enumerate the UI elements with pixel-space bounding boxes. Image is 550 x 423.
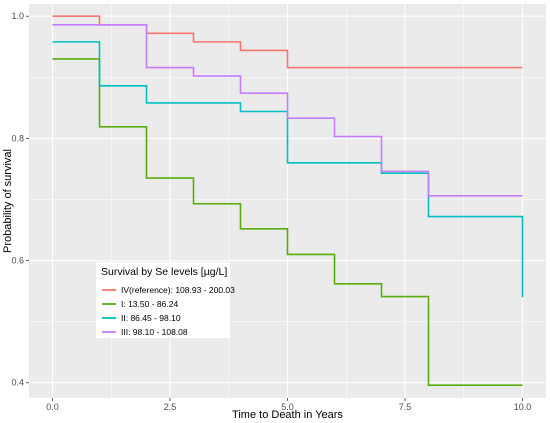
x-tick-label: 0.0 — [46, 402, 59, 412]
series-line-1 — [52, 15, 523, 69]
legend: Survival by Se levels [µg/L] IV(referenc… — [96, 262, 235, 338]
y-tick-label: 1.0 — [11, 11, 24, 21]
series-line-4 — [52, 23, 523, 197]
legend-title: Survival by Se levels [µg/L] — [101, 266, 227, 278]
y-axis-ticks: 0.4 0.6 0.8 1.0 — [11, 11, 29, 388]
legend-label-3: II: 86.45 - 98.10 — [121, 313, 181, 323]
y-tick-label: 0.4 — [11, 378, 24, 388]
legend-label-1: IV(reference): 108.93 - 200.03 — [121, 285, 235, 295]
legend-label-2: I: 13.50 - 86.24 — [121, 299, 178, 309]
series-line-2 — [52, 58, 523, 386]
legend-label-4: III: 98.10 - 108.08 — [121, 327, 188, 337]
x-tick-label: 10.0 — [514, 402, 532, 412]
legend-background — [96, 262, 230, 338]
x-tick-label: 2.5 — [164, 402, 177, 412]
y-tick-label: 0.6 — [11, 256, 24, 266]
y-tick-label: 0.8 — [11, 133, 24, 143]
series-layer — [52, 15, 524, 386]
x-tick-label: 7.5 — [399, 402, 412, 412]
legend-items: IV(reference): 108.93 - 200.03 I: 13.50 -… — [102, 285, 235, 337]
x-axis-title: Time to Death in Years — [232, 409, 343, 421]
y-axis-title: Probability of survival — [2, 149, 14, 253]
x-axis-ticks: 0.0 2.5 5.0 7.5 10.0 — [46, 398, 531, 412]
x-tick-label: 5.0 — [281, 402, 294, 412]
